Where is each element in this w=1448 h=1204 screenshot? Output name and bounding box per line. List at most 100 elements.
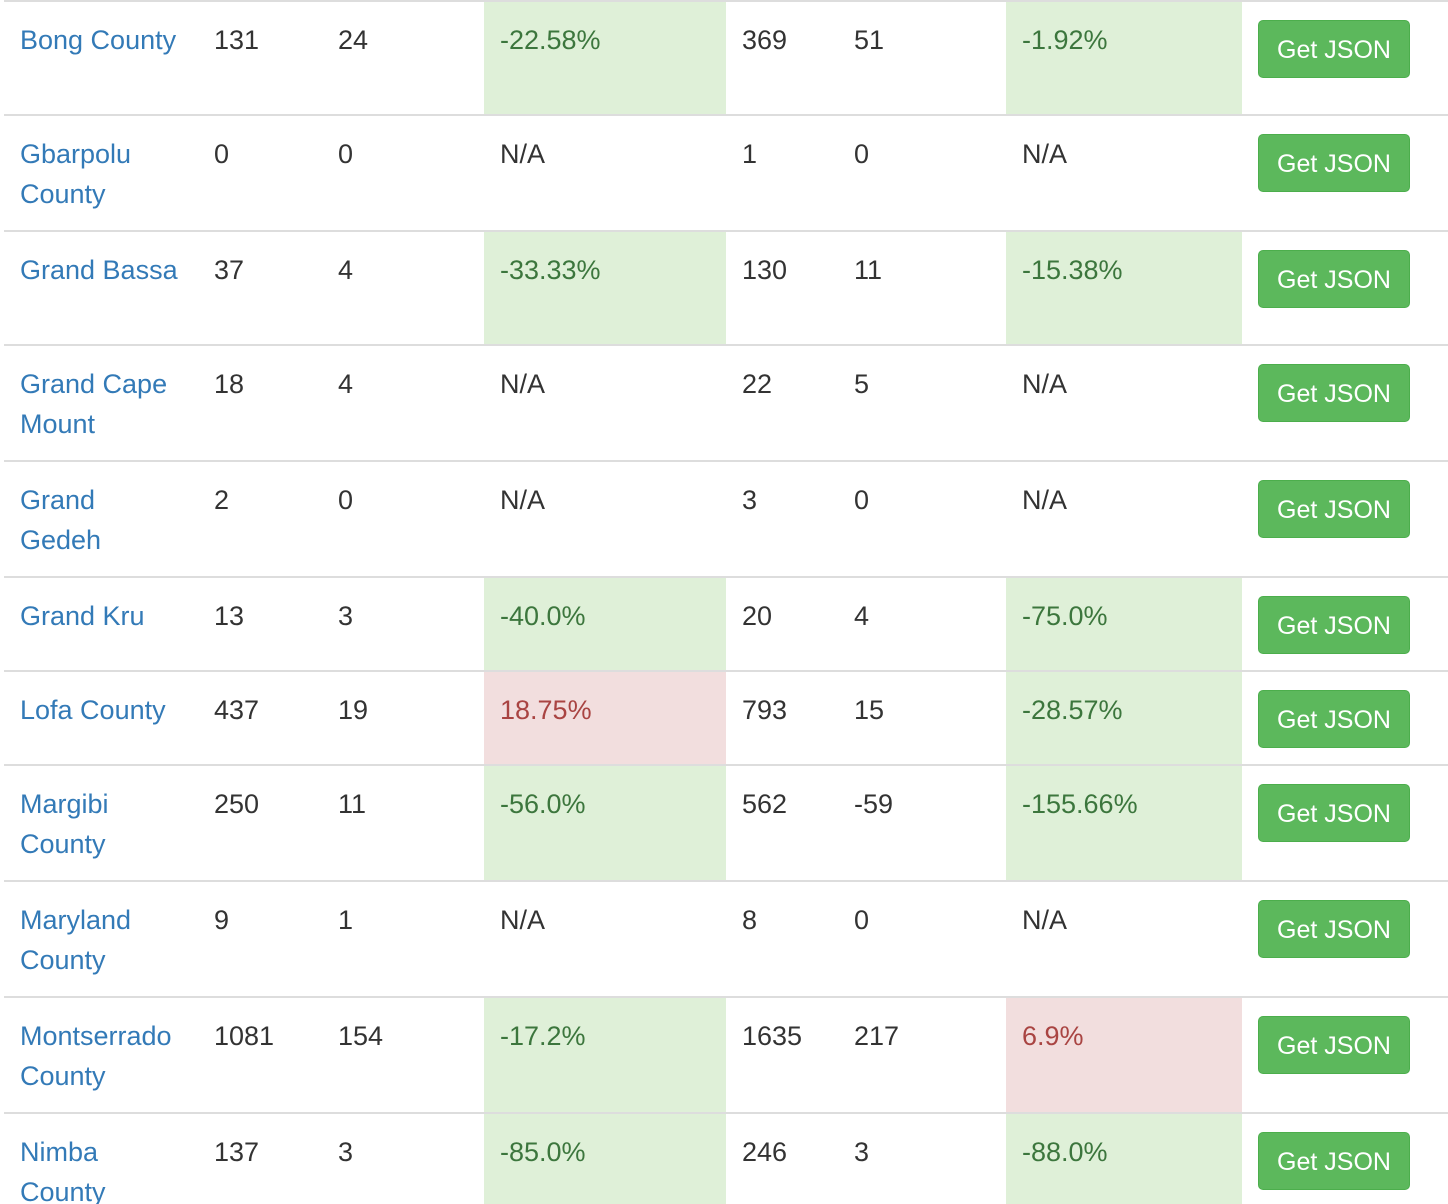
get-json-button[interactable]: Get JSON [1258, 784, 1410, 842]
get-json-button[interactable]: Get JSON [1258, 20, 1410, 78]
value-cell-e: 0 [854, 485, 870, 515]
value-cell-e: 217 [854, 1021, 900, 1051]
value-cell-d: 8 [742, 905, 758, 935]
value-cell-a: 0 [214, 139, 230, 169]
value-cell-e: 3 [854, 1137, 870, 1167]
value-cell-d: 20 [742, 601, 773, 631]
value-cell-b: 3 [338, 601, 354, 631]
value-cell-a: 13 [214, 601, 245, 631]
value-cell-b: 11 [338, 789, 367, 819]
county-link[interactable]: Grand Kru [20, 601, 145, 631]
action-cell: Get JSON [1242, 881, 1448, 997]
value-cell-e: 4 [854, 601, 870, 631]
percent-change-cell-1: N/A [500, 905, 546, 935]
county-name-cell: Grand Kru [4, 577, 198, 671]
county-name-cell: Grand Cape Mount [4, 345, 198, 461]
county-name-cell: Margibi County [4, 765, 198, 881]
value-cell-b: 1 [338, 905, 354, 935]
value-cell-b: 4 [338, 255, 354, 285]
percent-change-cell-2: -155.66% [1006, 765, 1242, 881]
county-stats-table: Bong County 131 24 -22.58% 369 51 -1.92% Get JS… [4, 0, 1448, 1204]
county-link[interactable]: Montserrado County [20, 1021, 172, 1091]
value-cell-a: 18 [214, 369, 245, 399]
county-link[interactable]: Grand Gedeh [20, 485, 102, 555]
action-cell: Get JSON [1242, 1, 1448, 115]
table-row: Grand Gedeh 2 0 N/A 3 0 N/A Get JSON [4, 461, 1448, 577]
county-link[interactable]: Maryland County [20, 905, 132, 975]
percent-change-cell-2: N/A [1022, 139, 1068, 169]
value-cell-d: 1635 [742, 1021, 803, 1051]
get-json-button[interactable]: Get JSON [1258, 690, 1410, 748]
table-row: Bong County 131 24 -22.58% 369 51 -1.92% Get JS… [4, 1, 1448, 115]
action-cell: Get JSON [1242, 577, 1448, 671]
action-cell: Get JSON [1242, 231, 1448, 345]
table-row: Grand Kru 13 3 -40.0% 20 4 -75.0% Get JSON [4, 577, 1448, 671]
value-cell-b: 19 [338, 695, 369, 725]
get-json-button[interactable]: Get JSON [1258, 900, 1410, 958]
value-cell-d: 562 [742, 789, 788, 819]
percent-change-cell-1: N/A [500, 369, 546, 399]
value-cell-e: 0 [854, 905, 870, 935]
value-cell-e: 51 [854, 25, 885, 55]
county-name-cell: Bong County [4, 1, 198, 115]
get-json-button[interactable]: Get JSON [1258, 1016, 1410, 1074]
county-link[interactable]: Gbarpolu County [20, 139, 132, 209]
get-json-button[interactable]: Get JSON [1258, 364, 1410, 422]
percent-change-cell-1: -22.58% [484, 1, 726, 115]
county-link[interactable]: Bong County [20, 25, 177, 55]
get-json-button[interactable]: Get JSON [1258, 250, 1410, 308]
county-link[interactable]: Nimba County [20, 1137, 106, 1204]
county-name-cell: Grand Gedeh [4, 461, 198, 577]
percent-change-cell-2: N/A [1022, 905, 1068, 935]
value-cell-e: 15 [854, 695, 885, 725]
percent-change-cell-2: -1.92% [1006, 1, 1242, 115]
value-cell-b: 154 [338, 1021, 384, 1051]
county-name-cell: Nimba County [4, 1113, 198, 1204]
county-name-cell: Montserrado County [4, 997, 198, 1113]
percent-change-cell-1: N/A [500, 139, 546, 169]
percent-change-cell-2: N/A [1022, 485, 1068, 515]
table-body: Bong County 131 24 -22.58% 369 51 -1.92% Get JS… [4, 1, 1448, 1204]
value-cell-d: 1 [742, 139, 758, 169]
value-cell-b: 24 [338, 25, 369, 55]
value-cell-d: 3 [742, 485, 758, 515]
percent-change-cell-1: -17.2% [484, 997, 726, 1113]
get-json-button[interactable]: Get JSON [1258, 596, 1410, 654]
percent-change-cell-2: -75.0% [1006, 577, 1242, 671]
action-cell: Get JSON [1242, 765, 1448, 881]
table-row: Grand Bassa 37 4 -33.33% 130 11 -15.38% Get JSO… [4, 231, 1448, 345]
percent-change-cell-1: -33.33% [484, 231, 726, 345]
table-row: Lofa County 437 19 18.75% 793 15 -28.57% Get JS… [4, 671, 1448, 765]
value-cell-a: 137 [214, 1137, 260, 1167]
action-cell: Get JSON [1242, 997, 1448, 1113]
get-json-button[interactable]: Get JSON [1258, 1132, 1410, 1190]
value-cell-a: 131 [214, 25, 260, 55]
county-name-cell: Grand Bassa [4, 231, 198, 345]
table-row: Grand Cape Mount 18 4 N/A 22 5 N/A Get JSON [4, 345, 1448, 461]
percent-change-cell-2: 6.9% [1006, 997, 1242, 1113]
get-json-button[interactable]: Get JSON [1258, 480, 1410, 538]
value-cell-a: 9 [214, 905, 230, 935]
county-link[interactable]: Margibi County [20, 789, 109, 859]
county-name-cell: Gbarpolu County [4, 115, 198, 231]
value-cell-b: 0 [338, 139, 354, 169]
county-link[interactable]: Grand Cape Mount [20, 369, 168, 439]
value-cell-b: 0 [338, 485, 354, 515]
value-cell-e: -59 [854, 789, 894, 819]
percent-change-cell-2: -88.0% [1006, 1113, 1242, 1204]
value-cell-a: 1081 [214, 1021, 275, 1051]
county-link[interactable]: Lofa County [20, 695, 166, 725]
county-link[interactable]: Grand Bassa [20, 255, 178, 285]
value-cell-d: 793 [742, 695, 788, 725]
value-cell-b: 3 [338, 1137, 354, 1167]
value-cell-d: 246 [742, 1137, 788, 1167]
county-name-cell: Maryland County [4, 881, 198, 997]
percent-change-cell-1: N/A [500, 485, 546, 515]
value-cell-e: 0 [854, 139, 870, 169]
get-json-button[interactable]: Get JSON [1258, 134, 1410, 192]
percent-change-cell-2: -15.38% [1006, 231, 1242, 345]
action-cell: Get JSON [1242, 671, 1448, 765]
percent-change-cell-2: -28.57% [1006, 671, 1242, 765]
table-row: Maryland County 9 1 N/A 8 0 N/A Get JSON [4, 881, 1448, 997]
